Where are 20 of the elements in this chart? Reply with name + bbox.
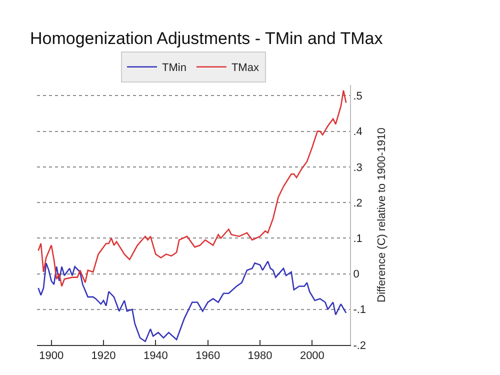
x-tick-label: 1980 bbox=[248, 350, 272, 362]
y-axis-title: Difference (C) relative to 1900-1910 bbox=[376, 128, 388, 302]
x-tick-label: 1960 bbox=[196, 350, 220, 362]
line-series bbox=[38, 260, 347, 342]
x-tick-label: 1920 bbox=[91, 350, 116, 362]
legend-label: TMax bbox=[231, 62, 260, 74]
y-tick-label: -.2 bbox=[353, 340, 366, 352]
chart-title: Homogenization Adjustments - TMin and TMax bbox=[30, 28, 384, 48]
x-tick-label: 2000 bbox=[300, 350, 324, 362]
y-tick-label: -.1 bbox=[353, 304, 366, 316]
y-tick-label: .2 bbox=[353, 197, 362, 210]
y-tick-label: 0 bbox=[353, 268, 360, 281]
y-tick-label: .4 bbox=[353, 126, 362, 138]
line-series bbox=[38, 90, 347, 287]
x-tick-label: 1900 bbox=[39, 350, 64, 362]
y-tick-label: .1 bbox=[353, 233, 362, 245]
x-tick-label: 1940 bbox=[143, 350, 168, 362]
y-tick-label: .3 bbox=[353, 162, 362, 174]
y-tick-label: .5 bbox=[353, 90, 362, 103]
legend-label: TMin bbox=[162, 62, 186, 74]
